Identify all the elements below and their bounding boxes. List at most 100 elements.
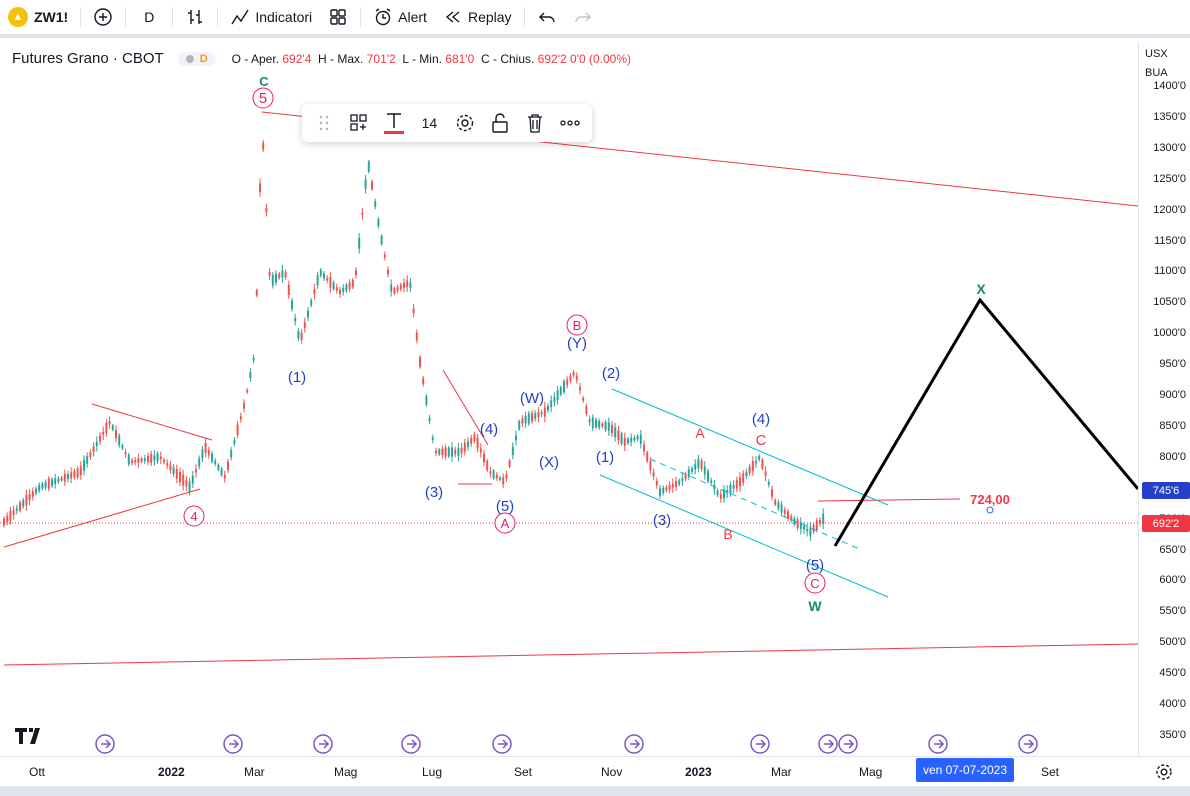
candle-body — [627, 438, 629, 444]
event-marker-icon[interactable] — [313, 734, 333, 754]
candle-body — [819, 520, 821, 524]
candle-body — [342, 287, 345, 292]
candle-body — [335, 287, 338, 291]
event-marker-icon[interactable] — [838, 734, 858, 754]
price-axis[interactable]: USX BUA 1400'0 1350'0 1300'0 1250'0 1200'0 11… — [1138, 42, 1190, 756]
candle-body — [412, 308, 415, 313]
time-axis[interactable]: Ott 2022 Mar Mag Lug Set Nov 2023 Mar Ma… — [0, 756, 1190, 786]
candle-body — [611, 425, 613, 433]
wave-label-3b: (3) — [653, 512, 671, 529]
candle-body — [387, 269, 389, 275]
wave-label-w-paren: (W) — [520, 390, 544, 407]
candle-body — [518, 421, 521, 430]
event-marker-icon[interactable] — [624, 734, 644, 754]
candle-body — [543, 407, 546, 417]
open-label: O - Aper. — [231, 51, 280, 66]
candle-body — [204, 442, 207, 453]
event-marker-icon[interactable] — [750, 734, 770, 754]
price-tick-label: 1050'0 — [1153, 296, 1186, 309]
text-color-button[interactable] — [380, 109, 408, 137]
time-label-set-2023: Set — [1041, 765, 1060, 779]
toolbar-divider — [172, 7, 174, 27]
candle-body — [659, 488, 661, 496]
candle-body — [137, 458, 140, 463]
symbol-search-button[interactable]: ▲ ZW1! — [0, 0, 76, 36]
candle-body — [742, 473, 745, 483]
price-chart[interactable]: 5 C (1) (3) (4) (5) A (W) (X) (Y) B (2) … — [0, 42, 1138, 756]
price-tick-label: 950'0 — [1159, 358, 1186, 371]
candle-body — [188, 481, 191, 492]
settings-button[interactable] — [451, 109, 479, 137]
candle-body — [655, 480, 658, 486]
chart-pane[interactable]: 5 C (1) (3) (4) (5) A (W) (X) (Y) B (2) … — [0, 42, 1138, 756]
wave-label-b-circled: B — [573, 318, 582, 333]
font-size-button[interactable]: 14 — [415, 109, 443, 137]
more-button[interactable] — [556, 109, 584, 137]
exchange-selector[interactable]: BUA — [1145, 67, 1168, 79]
candle-body — [451, 447, 453, 457]
candle-body — [25, 494, 28, 506]
candle-body — [217, 464, 220, 470]
event-marker-icon[interactable] — [95, 734, 115, 754]
candle-body — [540, 412, 543, 415]
candle-body — [246, 389, 249, 393]
event-markers[interactable] — [95, 734, 1038, 754]
wave-label-w-green: W — [808, 598, 822, 614]
candle-body — [812, 525, 815, 532]
settings-gear-icon[interactable] — [1155, 763, 1173, 781]
candle-body — [51, 479, 53, 486]
compare-button[interactable] — [85, 0, 121, 36]
candle-body — [60, 477, 63, 481]
candle-body — [751, 460, 754, 472]
symbol-title[interactable]: Futures Grano · CBOT — [12, 50, 164, 67]
candle-body — [531, 413, 533, 422]
interval-badge: D — [199, 52, 208, 65]
event-marker-icon[interactable] — [818, 734, 838, 754]
chart-type-button[interactable] — [177, 0, 213, 36]
candle-body — [572, 372, 575, 376]
more-dots-icon — [560, 120, 580, 126]
price-tick-label: 1000'0 — [1153, 327, 1186, 340]
candle-body — [271, 274, 274, 286]
candle-body — [108, 421, 111, 425]
candle-body — [150, 454, 153, 463]
currency-selector[interactable]: USX — [1145, 48, 1168, 60]
time-label-lug: Lug — [422, 765, 443, 779]
interval-button[interactable]: D — [130, 0, 168, 36]
candle-body — [511, 446, 514, 455]
lock-button[interactable] — [486, 109, 514, 137]
price-tick-label: 450'0 — [1159, 667, 1186, 680]
price-tick-label: 500'0 — [1159, 636, 1186, 649]
market-status-pill[interactable]: D — [177, 51, 216, 66]
alert-button[interactable]: Alert — [365, 0, 435, 36]
delete-button[interactable] — [521, 109, 549, 137]
candle-body — [195, 469, 197, 473]
candle-body — [198, 458, 201, 467]
replay-button[interactable]: Replay — [435, 0, 520, 36]
indicators-button[interactable]: Indicatori — [222, 0, 320, 36]
drag-handle[interactable] — [310, 109, 338, 137]
candle-body — [140, 458, 143, 462]
undo-button[interactable] — [529, 0, 565, 36]
candle-body — [102, 431, 105, 435]
event-marker-icon[interactable] — [928, 734, 948, 754]
event-marker-icon[interactable] — [1018, 734, 1038, 754]
candle-body — [822, 513, 825, 524]
template-button[interactable] — [345, 109, 373, 137]
redo-button[interactable] — [565, 0, 601, 36]
templates-button[interactable] — [320, 0, 356, 36]
event-marker-icon[interactable] — [401, 734, 421, 754]
candle-body — [377, 218, 380, 227]
unlock-icon — [492, 113, 508, 133]
price-tick-label: 550'0 — [1159, 605, 1186, 618]
channel-upper — [611, 388, 889, 506]
wave-label-c-circled: C — [810, 576, 819, 591]
replay-label: Replay — [467, 9, 512, 25]
candle-body — [191, 475, 194, 484]
event-marker-icon[interactable] — [492, 734, 512, 754]
event-marker-icon[interactable] — [223, 734, 243, 754]
candle-body — [668, 484, 671, 490]
candle-body — [502, 477, 505, 485]
candle-body — [428, 418, 431, 422]
close-value: 692'2 — [537, 51, 567, 66]
